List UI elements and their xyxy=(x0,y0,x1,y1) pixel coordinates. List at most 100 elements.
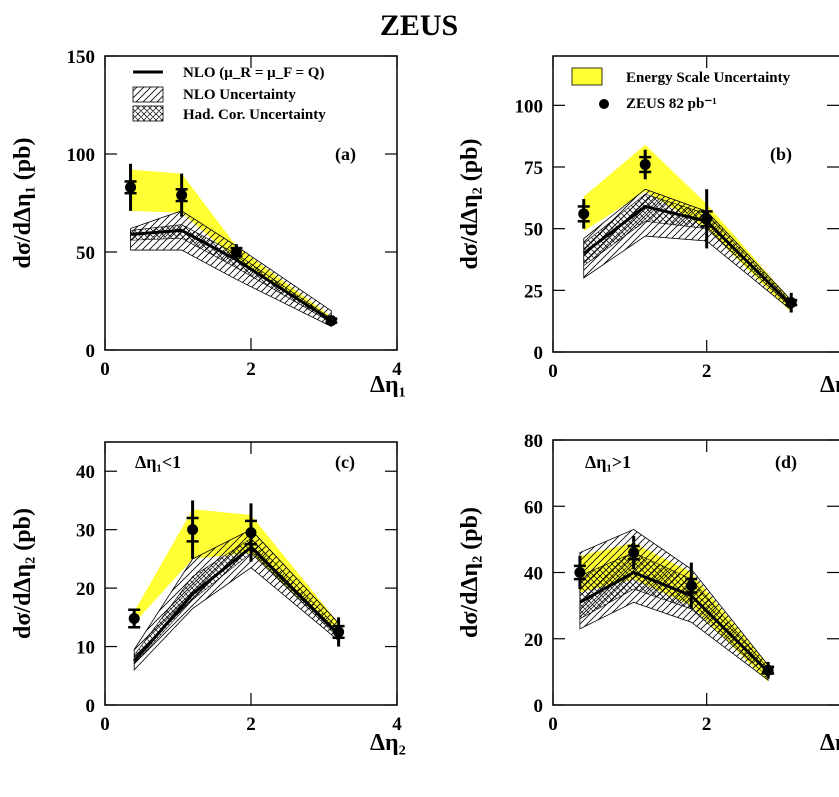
y-tick-label: 10 xyxy=(76,638,95,659)
marker xyxy=(685,580,697,592)
panel-label: (a) xyxy=(335,144,356,165)
data-point xyxy=(639,149,652,180)
marker xyxy=(701,213,713,225)
data-point xyxy=(325,315,338,327)
y-tick-label: 50 xyxy=(76,243,95,264)
x-tick-label: 0 xyxy=(100,359,110,380)
x-axis-label: Δη₂ xyxy=(370,730,406,756)
x-tick-label: 2 xyxy=(246,359,256,380)
legend-yellow-band-icon xyxy=(571,67,603,86)
data-point xyxy=(230,244,243,260)
data-point xyxy=(124,163,137,211)
plot-area xyxy=(577,144,798,313)
panel-label: (b) xyxy=(770,144,792,165)
plot-frame xyxy=(552,55,839,353)
energy-scale-band xyxy=(583,144,792,313)
legend-had-unc-label: Had. Cor. Uncertainty xyxy=(183,107,326,123)
data-point xyxy=(128,608,141,629)
nlo-line xyxy=(130,228,333,322)
panel-1: 0 25 50 75 100 0 2 Δη₂ dσ/dΔη₂ (pb) (b) xyxy=(457,55,839,398)
y-axis-label: dσ/dΔη₁ (pb) xyxy=(10,138,36,269)
plot-frame xyxy=(104,441,398,706)
data-point xyxy=(785,292,798,313)
panel-label: (c) xyxy=(335,452,355,473)
y-axis-label: dσ/dΔη₂ (pb) xyxy=(457,139,483,270)
marker xyxy=(187,524,199,536)
nlo-line xyxy=(579,570,770,673)
x-axis-label: Δη₁ xyxy=(370,372,406,398)
marker xyxy=(333,626,345,638)
legend-crosshatch-icon xyxy=(132,105,164,122)
cut-annotation: Δη₁>1 xyxy=(585,452,631,472)
energy-scale-band xyxy=(134,509,339,635)
y-tick-label: 50 xyxy=(524,220,543,241)
legend-nlo-unc: NLO Uncertainty xyxy=(132,86,296,103)
legend-nlo-label: NLO (μ_R = μ_F = Q) xyxy=(183,65,324,81)
data-point xyxy=(332,617,345,647)
x-axis-label: Δη₂ xyxy=(820,372,839,398)
legend-energy-label: Energy Scale Uncertainty xyxy=(626,70,791,86)
y-tick-label: 0 xyxy=(534,343,544,364)
y-axis-label: dσ/dΔη₂ (pb) xyxy=(10,508,36,639)
y-tick-label: 20 xyxy=(76,579,95,600)
marker xyxy=(125,181,137,193)
y-tick-label: 20 xyxy=(524,630,543,651)
y-tick-label: 30 xyxy=(76,521,95,542)
y-tick-label: 40 xyxy=(524,564,543,585)
y-tick-label: 150 xyxy=(67,47,96,68)
x-axis-label: Δη₂ xyxy=(820,730,839,756)
x-tick-label: 2 xyxy=(702,361,712,382)
y-tick-label: 0 xyxy=(534,696,544,717)
panel-3: 0 20 40 60 80 0 2 Δη₂ dσ/dΔη₂ (pb) (d) Δη₁>1 xyxy=(457,431,839,756)
data-point xyxy=(577,199,590,229)
x-tick-label: 0 xyxy=(548,714,558,735)
x-tick-label: 2 xyxy=(246,714,256,735)
y-axis-label: dσ/dΔη₂ (pb) xyxy=(457,507,483,638)
marker xyxy=(176,189,188,201)
figure-title: ZEUS xyxy=(380,9,458,42)
marker xyxy=(245,527,257,539)
legend-energy: Energy Scale Uncertainty xyxy=(571,67,791,86)
legend-hatch-icon xyxy=(132,86,164,103)
legend-marker-icon xyxy=(599,99,609,109)
data-point xyxy=(762,661,775,679)
legend-zeus-data: ZEUS 82 pb⁻¹ xyxy=(599,96,717,112)
nlo-uncertainty-band xyxy=(130,210,332,328)
y-tick-label: 40 xyxy=(76,462,95,483)
legend-nlo-unc-label: NLO Uncertainty xyxy=(183,87,296,103)
marker xyxy=(639,159,651,171)
marker xyxy=(574,567,586,578)
plot-area xyxy=(573,528,775,682)
y-tick-label: 25 xyxy=(524,281,543,302)
marker xyxy=(762,664,774,676)
data-point xyxy=(175,173,188,217)
y-tick-label: 100 xyxy=(67,145,96,166)
marker xyxy=(578,208,590,220)
nlo-uncertainty-band xyxy=(579,528,769,681)
marker xyxy=(128,613,140,625)
y-tick-label: 75 xyxy=(524,158,543,179)
data-point xyxy=(573,555,586,590)
x-tick-label: 0 xyxy=(100,714,110,735)
y-tick-label: 100 xyxy=(515,96,544,117)
marker xyxy=(230,246,242,258)
marker xyxy=(785,297,797,309)
nlo-line xyxy=(133,545,340,663)
panel-label: (d) xyxy=(775,452,797,473)
data-point xyxy=(186,500,199,559)
y-tick-label: 80 xyxy=(524,431,543,452)
y-tick-label: 0 xyxy=(86,696,96,717)
plot-area xyxy=(124,163,338,328)
data-point xyxy=(685,562,698,609)
data-point xyxy=(245,503,257,562)
legend-zeus-label: ZEUS 82 pb⁻¹ xyxy=(626,96,717,112)
y-tick-label: 60 xyxy=(524,497,543,518)
data-point xyxy=(627,536,640,570)
x-tick-label: 4 xyxy=(392,714,402,735)
plot-area xyxy=(128,500,345,671)
cut-annotation: Δη₁<1 xyxy=(135,452,181,472)
